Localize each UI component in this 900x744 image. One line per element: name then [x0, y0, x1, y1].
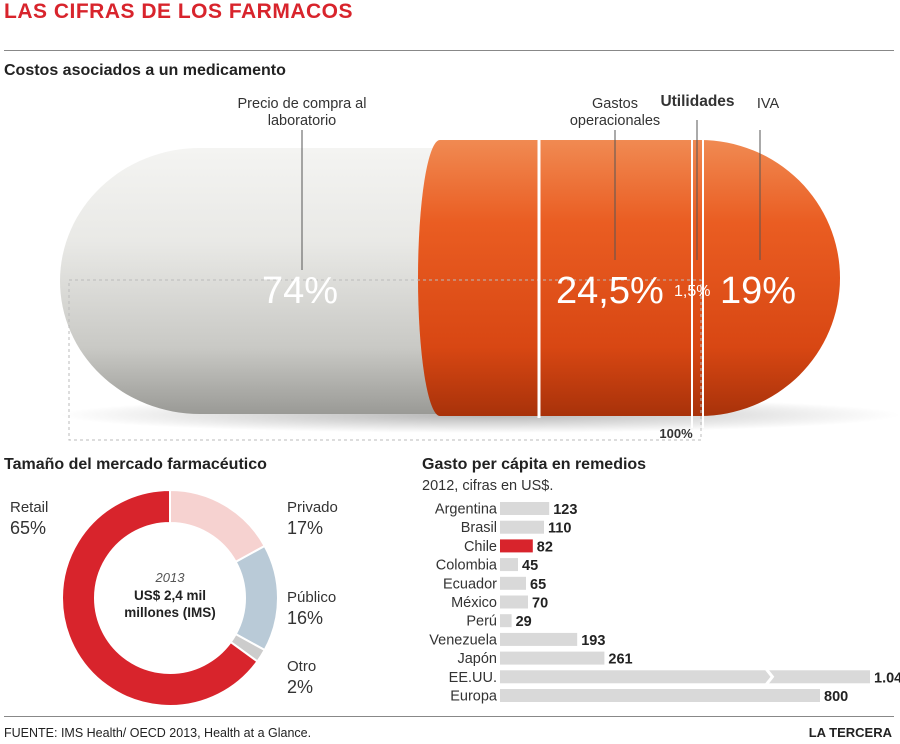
donut-label-publico-name: Público [287, 589, 337, 606]
capsule-label-iva: IVA [756, 96, 780, 112]
bar-value-argentina: 123 [553, 502, 577, 518]
capsule-orange-half [418, 140, 840, 416]
main-title: LAS CIFRAS DE LOS FARMACOS [4, 0, 354, 23]
capsule-section-title: Costos asociados a un medicamento [4, 62, 286, 79]
capsule-value-utilidades: 1,5% [674, 283, 711, 300]
bar-value-colombia: 45 [522, 558, 538, 574]
donut-label-retail: Retail 65% [10, 498, 48, 538]
bar-venezuela [500, 632, 578, 646]
donut-label-privado: Privado 17% [287, 498, 338, 538]
donut-label-otro-value: 2% [287, 677, 314, 697]
bar-label-ecuador: Ecuador [443, 576, 497, 592]
bar-label-europa: Europa [450, 689, 498, 705]
donut-label-publico-value: 16% [287, 608, 324, 628]
capsule-label-utilidades: Utilidades [660, 93, 735, 110]
bar-label-venezuela: Venezuela [429, 632, 498, 648]
bar-label-mexico: México [451, 595, 497, 611]
bar-label-chile: Chile [464, 539, 497, 555]
bar-label-japon: Japón [457, 651, 497, 667]
bar-label-peru: Perú [466, 614, 497, 630]
bar-value-peru: 29 [516, 614, 532, 630]
donut-slice-privado [169, 488, 266, 564]
donut-label-privado-name: Privado [287, 499, 338, 516]
bar-colombia [500, 558, 518, 572]
donut-label-otro: Otro 2% [287, 657, 316, 697]
bar-label-brasil: Brasil [461, 520, 497, 536]
capsule-value-laboratorio: 74% [262, 270, 339, 312]
title-rule [4, 50, 894, 51]
donut-slice-retail [61, 488, 259, 707]
donut-center-year: 2013 [155, 570, 185, 585]
bar-value-mexico: 70 [532, 596, 548, 612]
market-donut-chart [61, 488, 279, 707]
donut-center-line-1: US$ 2,4 mil [133, 588, 207, 603]
donut-slice-publico [234, 544, 279, 652]
bars-section-title: Gasto per cápita en remedios [422, 456, 647, 473]
bar-argentina [500, 502, 550, 515]
donut-label-retail-value: 65% [10, 518, 47, 538]
bar-value-europa: 800 [824, 689, 848, 705]
bar-mexico [500, 595, 528, 609]
capsule-white-half [60, 148, 465, 414]
bar-value-venezuela: 193 [581, 633, 605, 649]
bar-japon [500, 651, 605, 665]
bar-label-colombia: Colombia [436, 558, 498, 574]
bar-peru [500, 614, 512, 628]
bar-break-ee-uu [765, 668, 775, 686]
donut-center-line-2: millones (IMS) [124, 605, 216, 620]
bars-subtitle: 2012, cifras en US$. [422, 478, 554, 494]
bar-value-ecuador: 65 [530, 577, 546, 593]
bar-value-chile: 82 [537, 539, 553, 555]
donut-label-privado-value: 17% [287, 518, 324, 538]
bar-value-ee-uu: 1.042 [874, 670, 900, 686]
capsule-label-laboratorio: Precio de compra al laboratorio [237, 96, 367, 129]
capsule-value-gastos: 24,5% [556, 270, 664, 312]
donut-label-retail-name: Retail [10, 499, 49, 516]
capsule-total-label: 100% [659, 426, 693, 441]
donut-label-otro-name: Otro [287, 658, 317, 675]
bar-value-brasil: 110 [548, 521, 571, 537]
bar-ecuador [500, 576, 526, 590]
bar-label-argentina: Argentina [435, 502, 498, 518]
bar-europa [500, 689, 820, 702]
capsule-value-iva: 19% [720, 270, 797, 312]
footer-source: FUENTE: IMS Health/ OECD 2013, Health at… [4, 726, 312, 740]
per-capita-bar-chart: Argentina 123 Brasil 110 Chile 82 Colombia 45 Ec… [429, 502, 900, 706]
donut-label-publico: Público 16% [287, 588, 336, 628]
bar-value-japon: 261 [608, 652, 632, 668]
capsule-label-gastos: Gastos operacionales [569, 96, 661, 129]
footer-rule [4, 716, 894, 717]
bar-ee-uu [500, 670, 870, 684]
capsule-illustration: 100% [60, 120, 900, 441]
bar-brasil [500, 520, 544, 534]
footer-brand: LA TERCERA [808, 725, 892, 740]
donut-section-title: Tamaño del mercado farmacéutico [4, 456, 267, 473]
donut-center-text: US$ 2,4 mil millones (IMS) [100, 587, 240, 621]
bar-chile [500, 539, 533, 553]
bar-label-ee-uu: EE.UU. [449, 670, 497, 686]
